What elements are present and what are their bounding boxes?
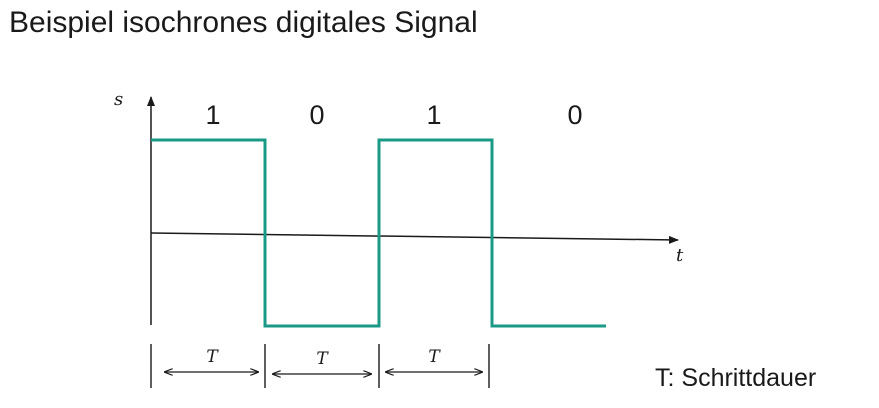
interval-label: T <box>206 347 219 367</box>
y-axis-label: s <box>114 89 123 110</box>
diagram-title: Beispiel isochrones digitales Signal <box>9 6 478 39</box>
interval-label: T <box>428 347 441 367</box>
signal-waveform <box>151 138 606 328</box>
x-axis-label: t <box>676 245 684 266</box>
interval-label: T <box>316 349 329 369</box>
bit-label: 0 <box>567 100 582 130</box>
x-axis <box>150 232 679 244</box>
bit-label: 1 <box>426 100 441 130</box>
bit-label: 0 <box>309 100 324 130</box>
legend-text: T: Schrittdauer <box>655 364 817 392</box>
bit-label: 1 <box>205 100 220 130</box>
